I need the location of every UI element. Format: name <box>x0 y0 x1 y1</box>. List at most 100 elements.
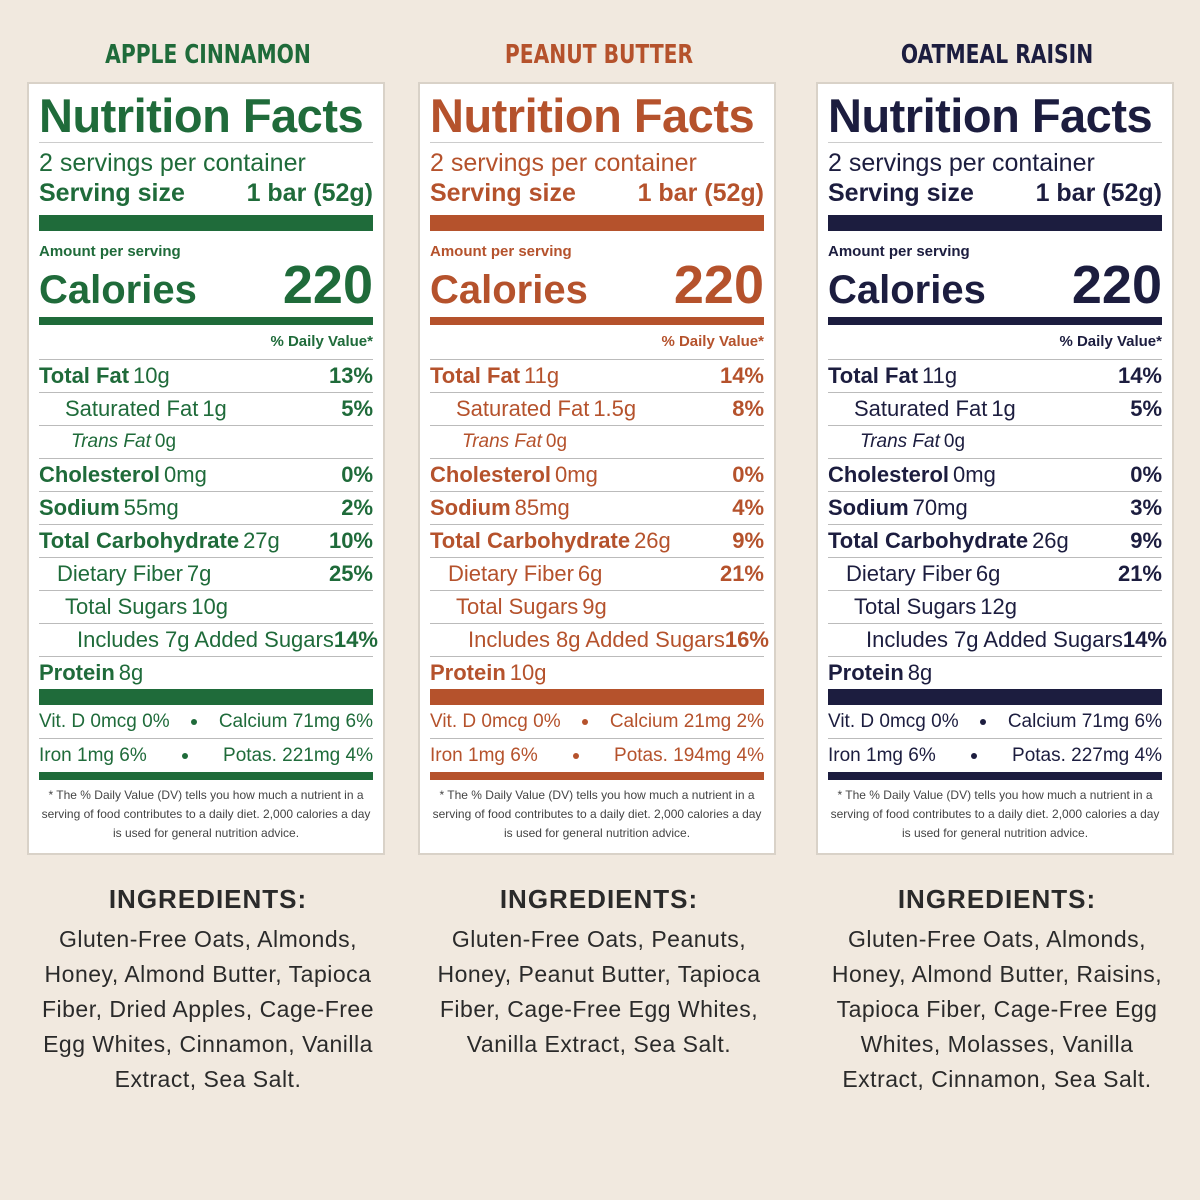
dv-header: % Daily Value* <box>39 325 373 360</box>
nutrient-dv: 16% <box>724 627 769 652</box>
micronutrient: Potas. 194mg 4% <box>614 744 764 766</box>
serving-size: Serving size 1 bar (52g) <box>828 177 1162 209</box>
nutrient-name: Trans Fat <box>462 431 542 452</box>
divider <box>430 215 764 231</box>
micronutrient-row: Iron 1mg 6% Potas. 227mg 4% <box>828 739 1162 772</box>
serving-size-label: Serving size <box>430 179 576 207</box>
ingredients-heading: INGREDIENTS: <box>897 884 1097 914</box>
nutrient-name: Total Carbohydrate <box>39 528 240 553</box>
nutrient-dv: 14% <box>333 627 378 652</box>
footnote: * The % Daily Value (DV) tells you how m… <box>41 788 371 840</box>
nutrient-name: Protein <box>39 660 115 685</box>
divider <box>39 215 373 231</box>
label-title: Nutrition Facts <box>828 90 1162 143</box>
micronutrient: Iron 1mg 6% <box>828 744 936 766</box>
nutrient-name: Saturated Fat <box>65 396 199 421</box>
nutrient-row: Total Carbohydrate 27g 10% <box>39 525 373 558</box>
nutrient-amount: 7g <box>186 561 212 586</box>
nutrient-dv: 0% <box>341 462 373 487</box>
nutrient-name: Includes 8g Added Sugars <box>468 627 725 652</box>
label-title: Nutrition Facts <box>39 90 373 143</box>
nutrient-dv: 9% <box>732 528 764 553</box>
nutrient-row: Total Carbohydrate 26g 9% <box>430 525 764 558</box>
calories-label: Calories <box>430 268 588 312</box>
nutrient-name: Total Sugars <box>854 594 977 619</box>
ingredients-heading: INGREDIENTS: <box>108 884 308 914</box>
nutrient-row: Sodium 85mg 4% <box>430 492 764 525</box>
nutrient-name: Protein <box>828 660 904 685</box>
serving-size: Serving size 1 bar (52g) <box>39 177 373 209</box>
nutrition-label: Nutrition Facts 2 servings per container S… <box>27 82 385 855</box>
ingredients: Gluten-Free Oats, Almonds, Honey, Almond… <box>41 926 375 1092</box>
serving-size-value: 1 bar (52g) <box>1035 179 1162 207</box>
nutrient-dv: 10% <box>328 528 373 553</box>
micronutrient: Calcium 71mg 6% <box>1007 710 1162 732</box>
nutrient-row: Protein 10g <box>430 657 764 689</box>
amount-label: Amount per serving <box>430 243 572 260</box>
nutrient-dv: 2% <box>341 495 373 520</box>
flavor-name: APPLE CINNAMON <box>105 40 311 70</box>
divider <box>828 689 1162 705</box>
nutrient-row: Total Sugars 12g <box>828 591 1162 624</box>
nutrient-name: Total Fat <box>39 363 130 388</box>
nutrient-name: Total Fat <box>430 363 521 388</box>
serving-size-value: 1 bar (52g) <box>637 179 764 207</box>
micronutrient: Vit. D 0mcg 0% <box>430 710 561 732</box>
nutrient-amount: 27g <box>243 528 280 553</box>
nutrient-dv: 14% <box>1122 627 1167 652</box>
nutrient-row: Dietary Fiber 7g 25% <box>39 558 373 591</box>
nutrient-row: Saturated Fat 1g 5% <box>39 393 373 426</box>
micronutrient: Iron 1mg 6% <box>39 744 147 766</box>
divider <box>828 772 1162 780</box>
nutrient-amount: 12g <box>980 594 1018 619</box>
nutrient-row: Trans Fat 0g <box>39 426 373 459</box>
nutrient-amount: 8g <box>118 660 144 685</box>
nutrient-amount: 0g <box>943 431 966 452</box>
divider <box>430 772 764 780</box>
divider <box>828 317 1162 325</box>
nutrient-dv: 8% <box>732 396 764 421</box>
micronutrient: Potas. 227mg 4% <box>1012 744 1162 766</box>
nutrient-amount: 11g <box>524 363 560 388</box>
nutrient-dv: 14% <box>719 363 764 388</box>
nutrient-amount: 26g <box>1032 528 1069 553</box>
nutrient-amount: 6g <box>577 561 603 586</box>
nutrient-dv: 3% <box>1130 495 1162 520</box>
nutrient-name: Saturated Fat <box>854 396 988 421</box>
ingredients: Gluten-Free Oats, Peanuts, Honey, Peanut… <box>437 926 761 1057</box>
nutrient-name: Trans Fat <box>860 431 940 452</box>
nutrient-row: Protein 8g <box>39 657 373 689</box>
nutrient-dv: 21% <box>1117 561 1162 586</box>
calories: Calories 220 <box>430 255 764 315</box>
divider <box>430 317 764 325</box>
divider <box>39 772 373 780</box>
nutrient-dv: 9% <box>1130 528 1162 553</box>
micronutrient-row: Iron 1mg 6% Potas. 221mg 4% <box>39 739 373 772</box>
nutrient-row: Cholesterol 0mg 0% <box>430 459 764 492</box>
nutrient-row: Total Fat 11g 14% <box>430 360 764 393</box>
calories-value: 220 <box>282 255 373 315</box>
nutrient-amount: 11g <box>922 363 958 388</box>
micronutrient: Iron 1mg 6% <box>430 744 538 766</box>
calories: Calories 220 <box>828 258 1162 315</box>
bullet <box>572 752 579 759</box>
nutrient-amount: 26g <box>634 528 671 553</box>
nutrient-row: Sodium 55mg 2% <box>39 492 373 525</box>
nutrient-row: Total Sugars 9g <box>430 591 764 624</box>
micronutrient: Vit. D 0mcg 0% <box>828 710 959 732</box>
nutrient-amount: 85mg <box>514 495 570 520</box>
servings: 2 servings per container <box>39 149 306 177</box>
nutrient-name: Includes 7g Added Sugars <box>866 627 1123 652</box>
nutrient-amount: 0g <box>545 431 568 452</box>
nutrient-row: Cholesterol 0mg 0% <box>828 459 1162 492</box>
micronutrient: Potas. 221mg 4% <box>223 744 373 766</box>
nutrition-label: Nutrition Facts 2 servings per container S… <box>816 82 1174 855</box>
nutrient-dv: 13% <box>328 363 373 388</box>
nutrient-amount: 70mg <box>912 495 968 520</box>
calories-value: 220 <box>673 255 764 315</box>
nutrient-dv: 5% <box>341 396 373 421</box>
product-column: APPLE CINNAMON Nutrition Facts 2 servings … <box>27 0 389 1200</box>
nutrient-name: Saturated Fat <box>456 396 590 421</box>
serving-size-value: 1 bar (52g) <box>246 179 373 207</box>
nutrient-row: Protein 8g <box>828 657 1162 689</box>
